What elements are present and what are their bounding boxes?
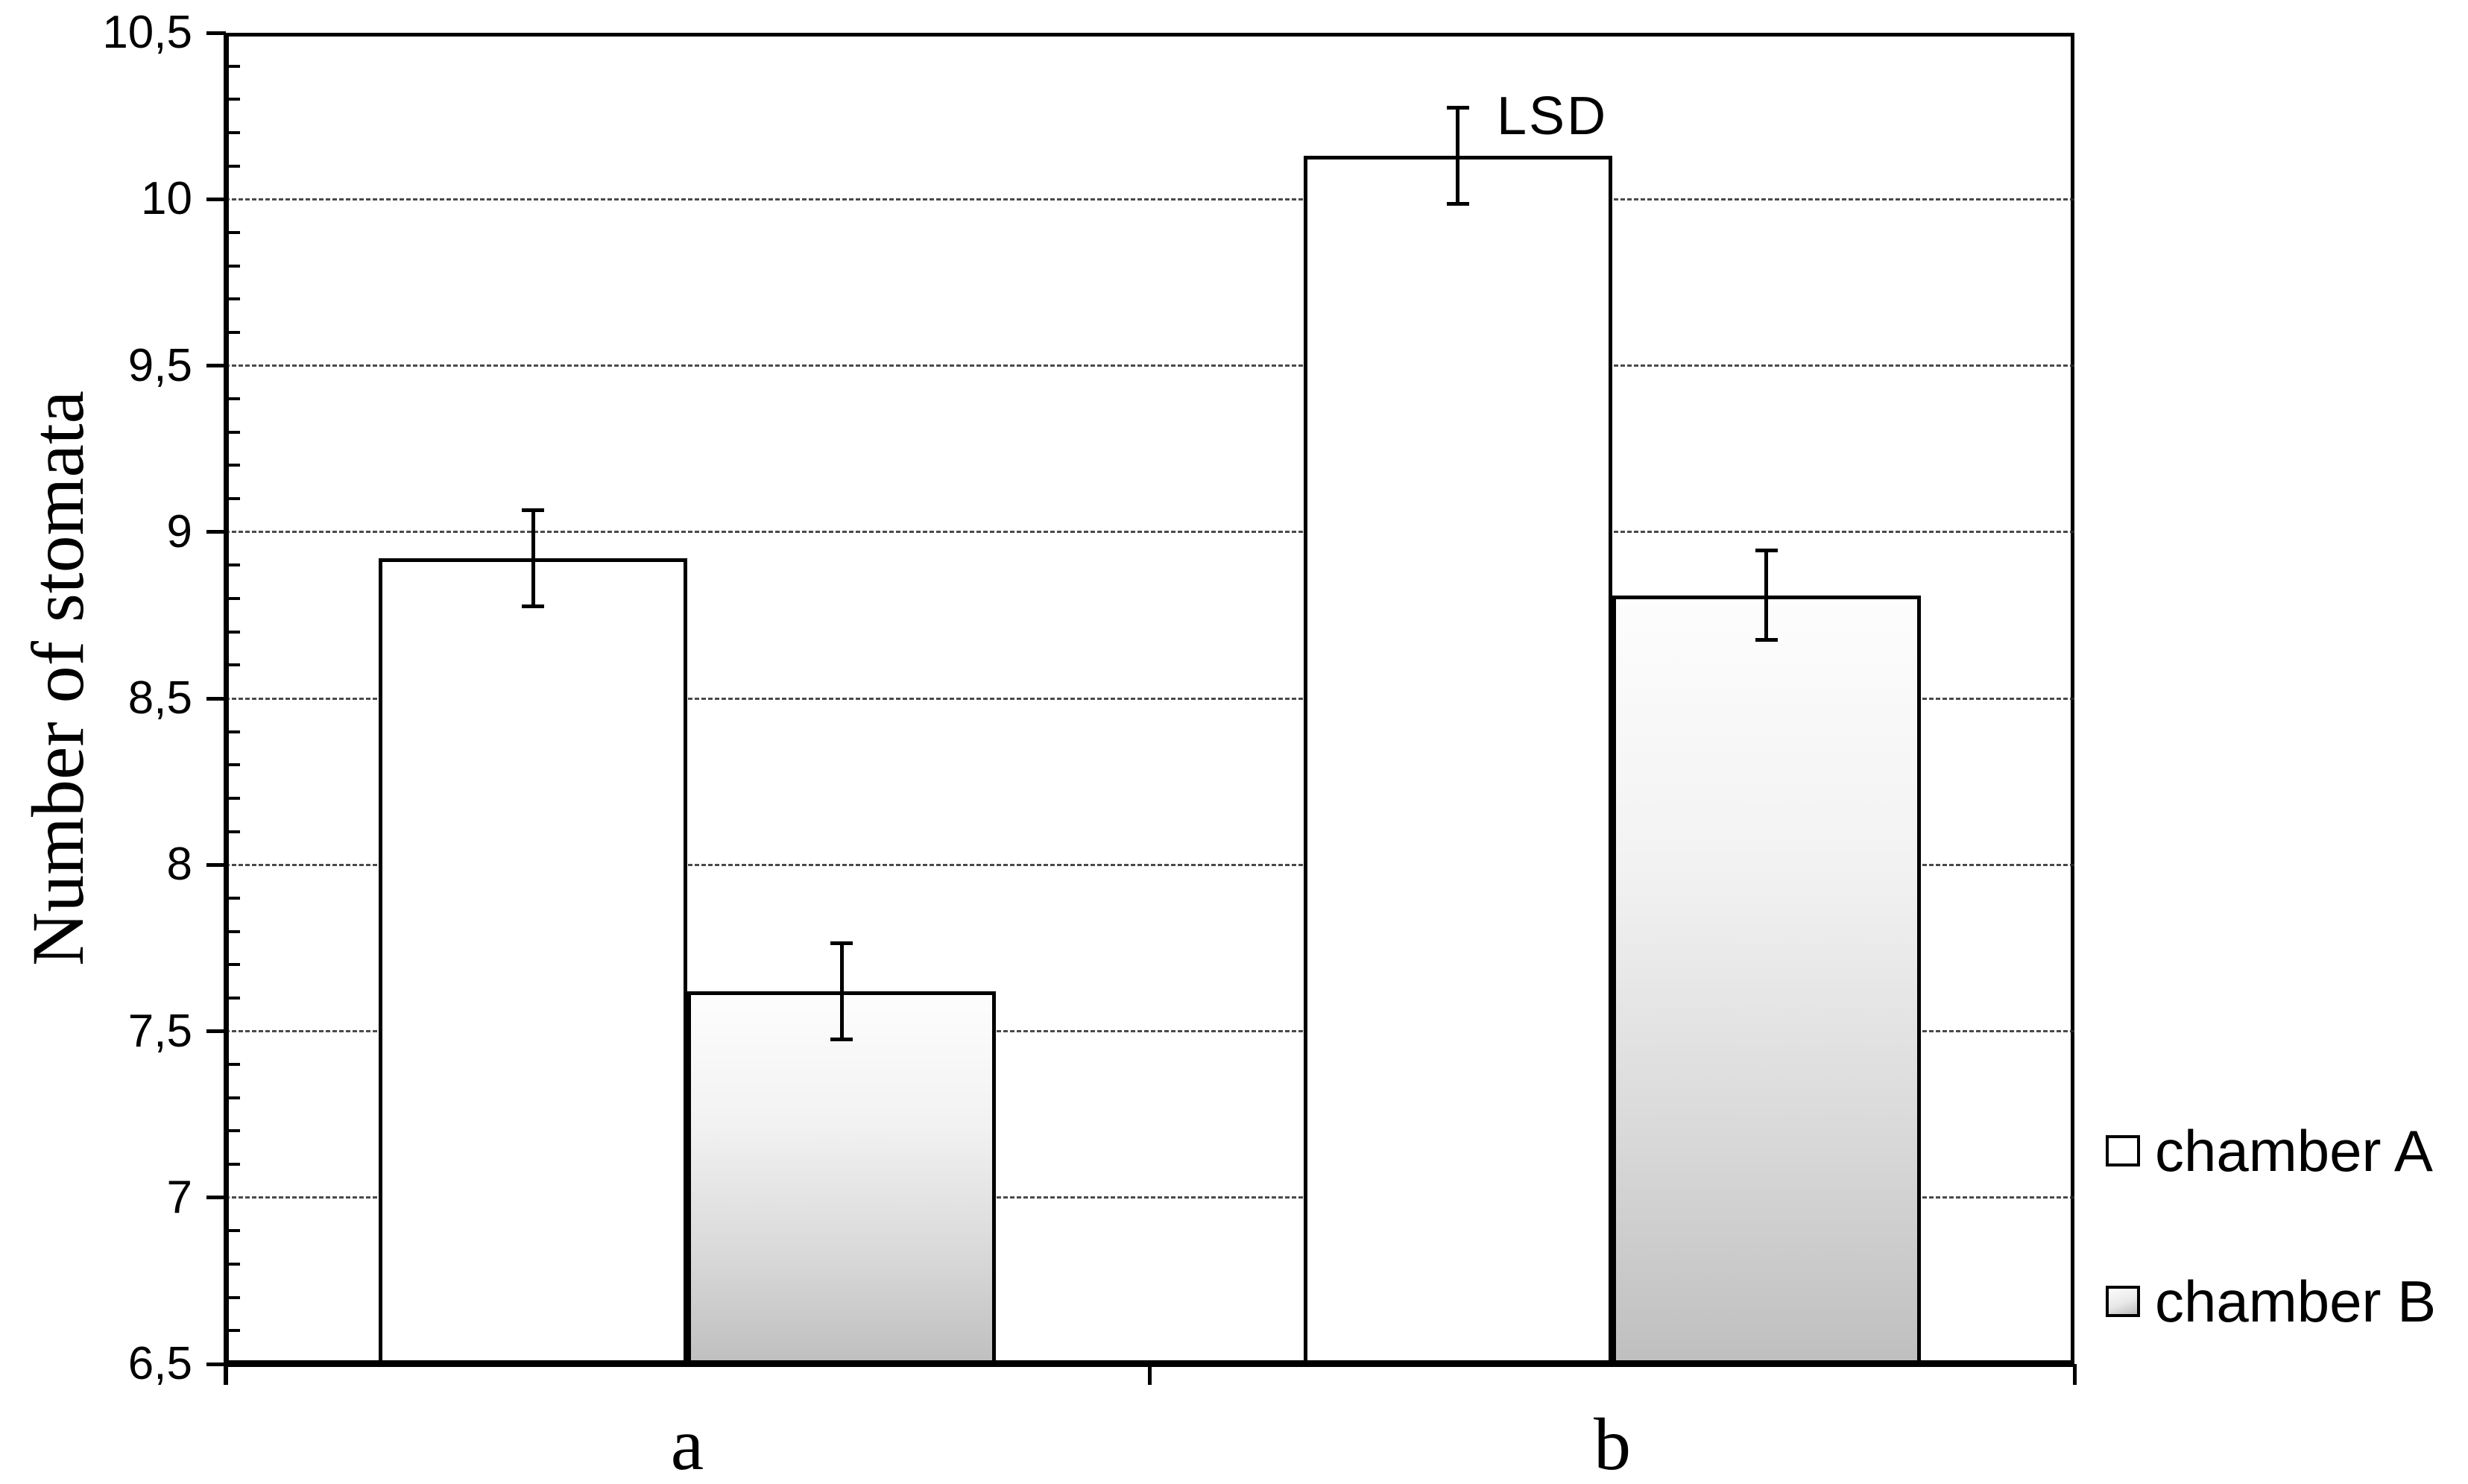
y-minor-tick <box>227 896 240 900</box>
y-tick-label-8: 8 <box>166 839 192 891</box>
y-minor-tick <box>227 1329 240 1333</box>
y-tick-label-9: 9 <box>166 505 192 558</box>
y-tick-label-7,5: 7,5 <box>127 1005 192 1057</box>
y-minor-tick <box>227 996 240 1000</box>
y-minor-tick <box>227 297 240 301</box>
y-minor-tick <box>227 663 240 667</box>
error-bar-cap-bottom <box>1755 638 1778 642</box>
y-minor-tick <box>227 1229 240 1233</box>
gridline-10 <box>225 198 2074 201</box>
y-minor-tick <box>227 130 240 134</box>
y-major-tick-9 <box>206 530 226 534</box>
gridline-7,5 <box>225 1030 2074 1032</box>
y-minor-tick <box>227 1096 240 1099</box>
y-major-tick-7,5 <box>206 1029 226 1033</box>
y-tick-label-10: 10 <box>141 173 192 225</box>
error-bar-cap-top <box>1755 549 1778 553</box>
y-tick-label-8,5: 8,5 <box>127 672 192 724</box>
gridline-9 <box>225 531 2074 534</box>
bar-chamber-a-b <box>1303 156 1612 1367</box>
y-major-tick-7 <box>206 1196 226 1200</box>
y-minor-tick <box>227 464 240 467</box>
gridline-7 <box>225 1196 2074 1199</box>
error-bar-cap-top <box>522 508 545 513</box>
error-bar-stem <box>531 508 535 609</box>
y-major-tick-9,5 <box>206 364 226 367</box>
bar-chamber-b-a <box>687 991 997 1367</box>
x-axis-tick-2 <box>2072 1364 2077 1385</box>
error-bar-chamber-a-a <box>522 508 545 609</box>
gridline-8,5 <box>225 697 2074 700</box>
y-minor-tick <box>227 830 240 833</box>
error-bar-cap-bottom <box>830 1037 853 1041</box>
error-bar-stem <box>1456 106 1460 206</box>
error-bar-cap-top <box>830 941 853 945</box>
legend-item-chamber-a: chamber A <box>2106 1122 2433 1180</box>
y-major-tick-8 <box>206 862 226 867</box>
y-tick-label-10,5: 10,5 <box>102 7 192 58</box>
error-bar-stem <box>1764 549 1769 642</box>
y-minor-tick <box>227 563 240 567</box>
y-minor-tick <box>227 497 240 501</box>
y-minor-tick <box>227 730 240 733</box>
bar-chamber-a-a <box>379 558 688 1367</box>
y-axis-line <box>224 33 228 1385</box>
legend-item-chamber-b: chamber B <box>2106 1272 2436 1330</box>
error-bar-stem <box>839 941 844 1041</box>
y-minor-tick <box>227 1163 240 1166</box>
y-minor-tick <box>227 929 240 933</box>
y-minor-tick <box>227 597 240 601</box>
error-bar-cap-bottom <box>522 604 545 609</box>
y-minor-tick <box>227 1263 240 1266</box>
chamber-b-swatch-icon <box>2106 1286 2140 1317</box>
error-bar-chamber-b-a <box>830 941 853 1041</box>
error-bar-cap-top <box>1446 106 1469 110</box>
error-bar-chamber-a-b <box>1446 106 1469 206</box>
y-minor-tick <box>227 1063 240 1067</box>
error-bar-chamber-b-b <box>1755 549 1778 642</box>
y-tick-label-9,5: 9,5 <box>127 339 192 391</box>
x-axis-tick-1 <box>1148 1364 1152 1385</box>
bar-chamber-b-b <box>1612 595 1921 1367</box>
y-minor-tick <box>227 796 240 800</box>
y-minor-tick <box>227 230 240 234</box>
gridline-9,5 <box>225 364 2074 367</box>
lsd-annotation: LSD <box>1497 86 1609 146</box>
y-minor-tick <box>227 963 240 967</box>
y-major-tick-10 <box>206 197 226 201</box>
y-minor-tick <box>227 630 240 634</box>
y-minor-tick <box>227 1295 240 1299</box>
y-minor-tick <box>227 98 240 101</box>
y-minor-tick <box>227 763 240 767</box>
y-minor-tick <box>227 264 240 268</box>
y-major-tick-10,5 <box>206 31 226 35</box>
error-bar-cap-bottom <box>1446 202 1469 206</box>
y-minor-tick <box>227 164 240 168</box>
x-category-label-a: a <box>670 1403 704 1484</box>
y-tick-label-6,5: 6,5 <box>127 1338 192 1389</box>
x-axis-line <box>225 1360 2074 1367</box>
y-minor-tick <box>227 1129 240 1133</box>
x-category-label-b: b <box>1594 1403 1631 1484</box>
y-minor-tick <box>227 330 240 334</box>
chamber-a-swatch-icon <box>2106 1135 2140 1166</box>
legend-label-chamber-b: chamber B <box>2155 1269 2437 1334</box>
y-major-tick-8,5 <box>206 696 226 701</box>
y-minor-tick <box>227 430 240 434</box>
legend-label-chamber-a: chamber A <box>2155 1118 2433 1184</box>
y-tick-label-7: 7 <box>166 1171 192 1223</box>
y-minor-tick <box>227 397 240 401</box>
x-axis-tick-0 <box>223 1364 227 1385</box>
gridline-8 <box>225 863 2074 866</box>
y-minor-tick <box>227 64 240 68</box>
y-major-tick-6,5 <box>206 1362 226 1366</box>
